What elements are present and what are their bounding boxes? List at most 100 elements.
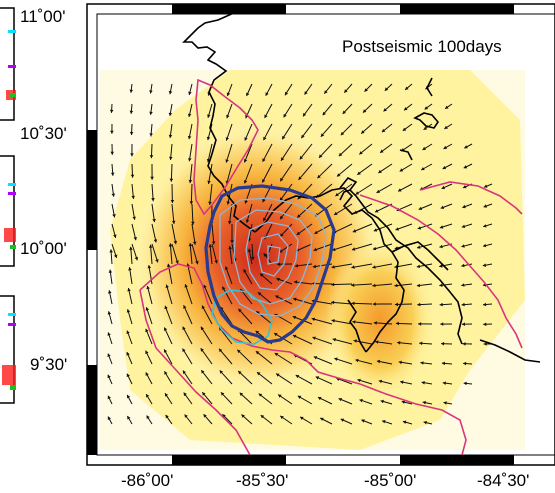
vector-arrow bbox=[352, 321, 373, 325]
vector-arrow bbox=[171, 243, 179, 264]
slip-colormap bbox=[100, 70, 525, 450]
lon-label-86-00: -86˚00' bbox=[121, 471, 173, 490]
lat-label-10-30: 10˚30' bbox=[20, 124, 67, 143]
vector-arrowhead bbox=[150, 176, 154, 180]
vector-arrowhead bbox=[214, 260, 218, 264]
vector-arrowhead bbox=[257, 372, 261, 376]
vector-arrowhead bbox=[192, 241, 197, 245]
vector-arrowhead bbox=[146, 394, 150, 398]
vector-arrowhead bbox=[126, 373, 130, 378]
vector-arrowhead bbox=[352, 229, 357, 233]
vector-arrowhead bbox=[265, 92, 269, 96]
vector-arrowhead bbox=[262, 179, 266, 183]
vector-arrowhead bbox=[315, 376, 320, 380]
vector-arrow bbox=[207, 143, 213, 163]
vector-arrowhead bbox=[442, 165, 447, 170]
vector-arrowhead bbox=[126, 330, 130, 334]
vector-arrowhead bbox=[171, 220, 176, 224]
vector-arrowhead bbox=[331, 265, 335, 269]
vector-arrowhead bbox=[129, 131, 134, 135]
vector-arrowhead bbox=[322, 111, 326, 116]
vector-arrowhead bbox=[312, 336, 316, 340]
vector-arrow bbox=[201, 305, 213, 325]
vector-arrowhead bbox=[149, 155, 154, 159]
vector-arrowhead bbox=[279, 197, 284, 201]
vector-arrow bbox=[148, 265, 153, 285]
vector-arrowhead bbox=[108, 269, 113, 273]
vector-arrowhead bbox=[422, 400, 426, 405]
vector-arrowhead bbox=[241, 414, 245, 418]
vector-arrowhead bbox=[461, 302, 465, 307]
left-panel-box-1 bbox=[0, 7, 16, 121]
vector-arrowhead bbox=[334, 211, 338, 215]
vector-arrowhead bbox=[263, 253, 267, 257]
lat-label-10-00: 10˚00' bbox=[20, 239, 67, 258]
vector-arrowhead bbox=[164, 305, 168, 310]
vector-arrowhead bbox=[109, 249, 113, 253]
vector-arrow bbox=[263, 123, 273, 141]
vector-arrow bbox=[255, 310, 273, 325]
vector-arrowhead bbox=[207, 180, 211, 184]
vector-arrowhead bbox=[443, 145, 447, 149]
vector-arrowhead bbox=[439, 283, 443, 287]
vector-arrowhead bbox=[188, 179, 193, 184]
vector-arrowhead bbox=[375, 340, 379, 344]
vector-arrowhead bbox=[304, 91, 308, 95]
vector-arrowhead bbox=[202, 392, 206, 396]
vector-arrow bbox=[150, 244, 153, 265]
lon-labels: -86˚00' -85˚30' -85˚00' -84˚30' bbox=[121, 471, 529, 490]
vector-arrowhead bbox=[151, 198, 155, 202]
vector-arrowhead bbox=[246, 92, 250, 96]
vector-arrow bbox=[218, 348, 233, 365]
vector-arrow bbox=[336, 163, 353, 177]
vector-arrow bbox=[331, 319, 353, 325]
vector-arrowhead bbox=[230, 240, 234, 244]
vector-arrowhead bbox=[107, 353, 111, 357]
vector-arrowhead bbox=[297, 395, 302, 399]
vector-arrowhead bbox=[297, 214, 301, 218]
vector-arrowhead bbox=[361, 419, 365, 423]
vector-arrowhead bbox=[285, 91, 289, 96]
vector-arrowhead bbox=[228, 221, 232, 225]
vector-arrow bbox=[296, 203, 313, 218]
left-panel-box-3 bbox=[0, 295, 16, 404]
vector-arrowhead bbox=[280, 415, 284, 420]
vector-arrowhead bbox=[243, 159, 248, 163]
vector-arrow bbox=[183, 304, 193, 325]
vector-arrow bbox=[238, 308, 253, 325]
vector-arrow bbox=[208, 163, 213, 184]
vector-arrowhead bbox=[226, 201, 230, 205]
vector-arrowhead bbox=[110, 172, 115, 176]
vector-arrowhead bbox=[373, 321, 377, 325]
vector-arrowhead bbox=[417, 302, 421, 307]
vector-arrowhead bbox=[332, 247, 336, 252]
vector-arrowhead bbox=[195, 260, 199, 265]
vector-arrowhead bbox=[461, 244, 465, 248]
vector-arrowhead bbox=[441, 185, 446, 190]
vector-arrow bbox=[164, 305, 173, 325]
vector-arrowhead bbox=[226, 92, 231, 96]
vector-arrowhead bbox=[276, 277, 280, 282]
vector-arrowhead bbox=[129, 246, 133, 250]
vector-arrowhead bbox=[364, 88, 368, 92]
vector-arrowhead bbox=[211, 241, 216, 245]
map-title: Postseismic 100days bbox=[342, 37, 502, 56]
vector-arrowhead bbox=[313, 356, 318, 360]
vector-arrowhead bbox=[165, 284, 169, 288]
cyan-contour bbox=[211, 289, 273, 345]
vector-arrowhead bbox=[463, 165, 468, 169]
vector-arrowhead bbox=[109, 109, 114, 113]
vector-arrowhead bbox=[417, 226, 422, 230]
vector-arrowhead bbox=[208, 244, 212, 248]
vector-arrowhead bbox=[301, 134, 305, 139]
vector-arrowhead bbox=[277, 262, 281, 267]
vector-arrow bbox=[167, 263, 173, 285]
vector-arrow bbox=[169, 243, 173, 265]
vector-arrowhead bbox=[482, 263, 487, 267]
vector-arrow bbox=[211, 223, 215, 245]
vector-arrowhead bbox=[182, 348, 186, 352]
vector-arrowhead bbox=[340, 131, 345, 136]
vector-arrowhead bbox=[219, 348, 223, 353]
vector-arrowhead bbox=[245, 219, 250, 223]
vector-arrowhead bbox=[331, 300, 335, 305]
